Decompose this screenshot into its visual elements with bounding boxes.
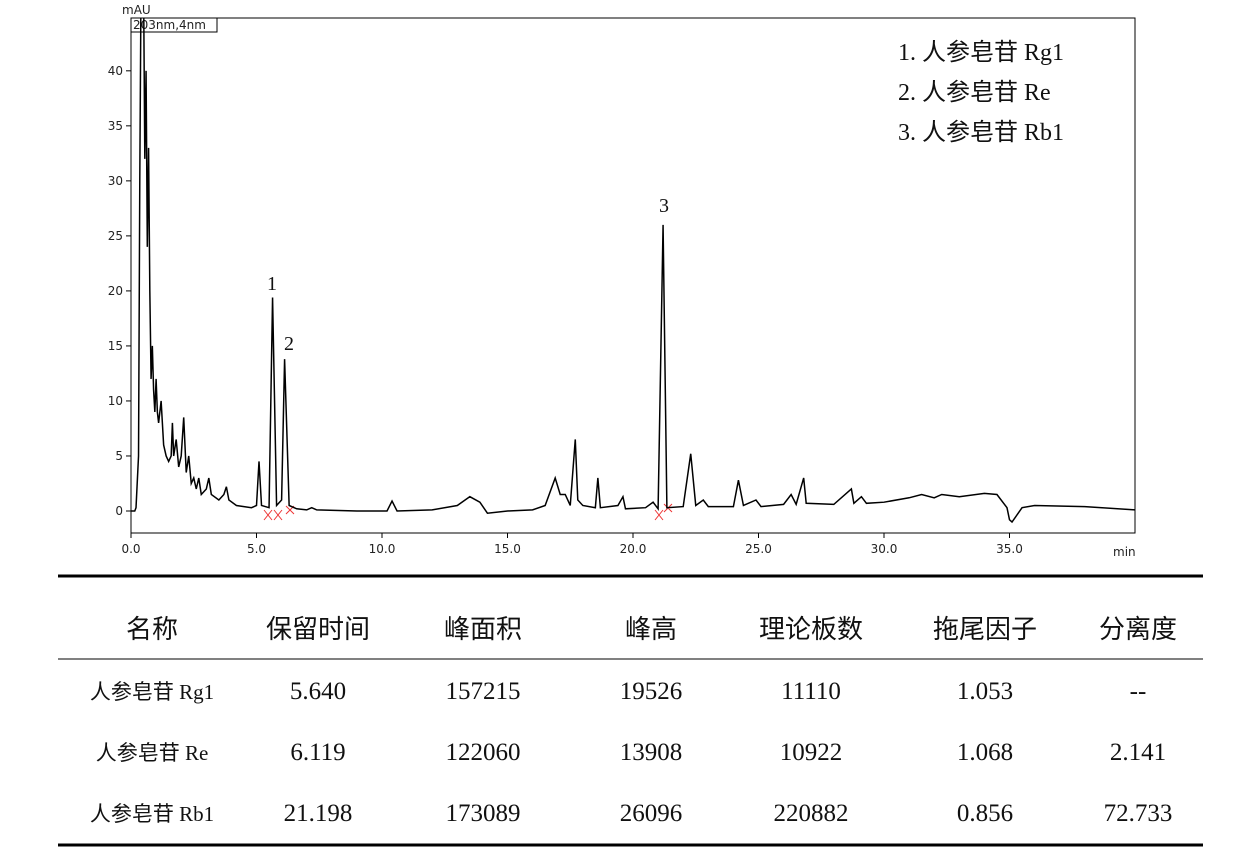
table-cell: 人参皂苷 Rg1 — [90, 680, 214, 704]
annotation: 1. 人参皂苷 Rg1 — [898, 39, 1064, 66]
table-header-cell: 分离度 — [1099, 615, 1177, 644]
detector-box — [130, 17, 218, 33]
y-tick-label: 40 — [108, 64, 123, 78]
table-header-cell: 理论板数 — [759, 615, 863, 644]
y-tick-label: 15 — [108, 339, 123, 353]
table-cell: 13908 — [620, 739, 683, 766]
y-tick-label: 5 — [115, 449, 123, 463]
x-tick-label: 25.0 — [745, 542, 772, 556]
y-tick-label: 35 — [108, 119, 123, 133]
table-header-cell: 保留时间 — [266, 615, 370, 644]
table-cell: 0.856 — [957, 800, 1013, 827]
x-tick-label: 0.0 — [121, 542, 140, 556]
table-cell: 122060 — [446, 739, 521, 766]
table-cell: 220882 — [774, 800, 849, 827]
table-cell: 11110 — [781, 678, 841, 705]
y-tick-label: 30 — [108, 174, 123, 188]
x-tick-label: 5.0 — [247, 542, 266, 556]
table-cell: 人参皂苷 Rb1 — [90, 802, 214, 826]
y-tick-label: 25 — [108, 229, 123, 243]
x-tick-label: 15.0 — [494, 542, 521, 556]
table-cell: 21.198 — [284, 800, 353, 827]
table-header-cell: 名称 — [126, 615, 178, 644]
chromatogram-line — [131, 18, 1135, 524]
table-cell: 2.141 — [1110, 739, 1166, 766]
detector-label: 203nm,4nm — [133, 18, 206, 32]
table-header-cell: 峰面积 — [444, 615, 522, 644]
table-cell: 6.119 — [290, 739, 345, 766]
table-header-cell: 峰高 — [625, 615, 677, 644]
table-cell: 1.053 — [957, 678, 1013, 705]
annotation: 3. 人参皂苷 Rb1 — [898, 119, 1064, 146]
y-tick-label: 0 — [115, 504, 123, 518]
table-cell: 5.640 — [290, 678, 346, 705]
peak-label: 1 — [267, 273, 277, 295]
table-cell: 157215 — [446, 678, 521, 705]
table-cell: 1.068 — [957, 739, 1013, 766]
table-header-cell: 拖尾因子 — [933, 615, 1037, 644]
x-axis-label: min — [1113, 545, 1136, 559]
table-cell: -- — [1130, 678, 1147, 705]
table-cell: 173089 — [446, 800, 521, 827]
table-cell: 10922 — [780, 739, 843, 766]
x-tick-label: 30.0 — [871, 542, 898, 556]
annotation: 2. 人参皂苷 Re — [898, 79, 1051, 106]
peak-label: 3 — [659, 195, 669, 217]
x-tick-label: 35.0 — [996, 542, 1023, 556]
y-tick-label: 10 — [108, 394, 123, 408]
table-cell: 19526 — [620, 678, 683, 705]
peak-label: 2 — [284, 333, 294, 355]
y-tick-label: 20 — [108, 284, 123, 298]
table-cell: 72.733 — [1104, 800, 1173, 827]
y-axis-label: mAU — [122, 3, 151, 17]
table-cell: 26096 — [620, 800, 683, 827]
x-tick-label: 20.0 — [620, 542, 647, 556]
table-cell: 人参皂苷 Re — [96, 741, 209, 765]
x-tick-label: 10.0 — [369, 542, 396, 556]
